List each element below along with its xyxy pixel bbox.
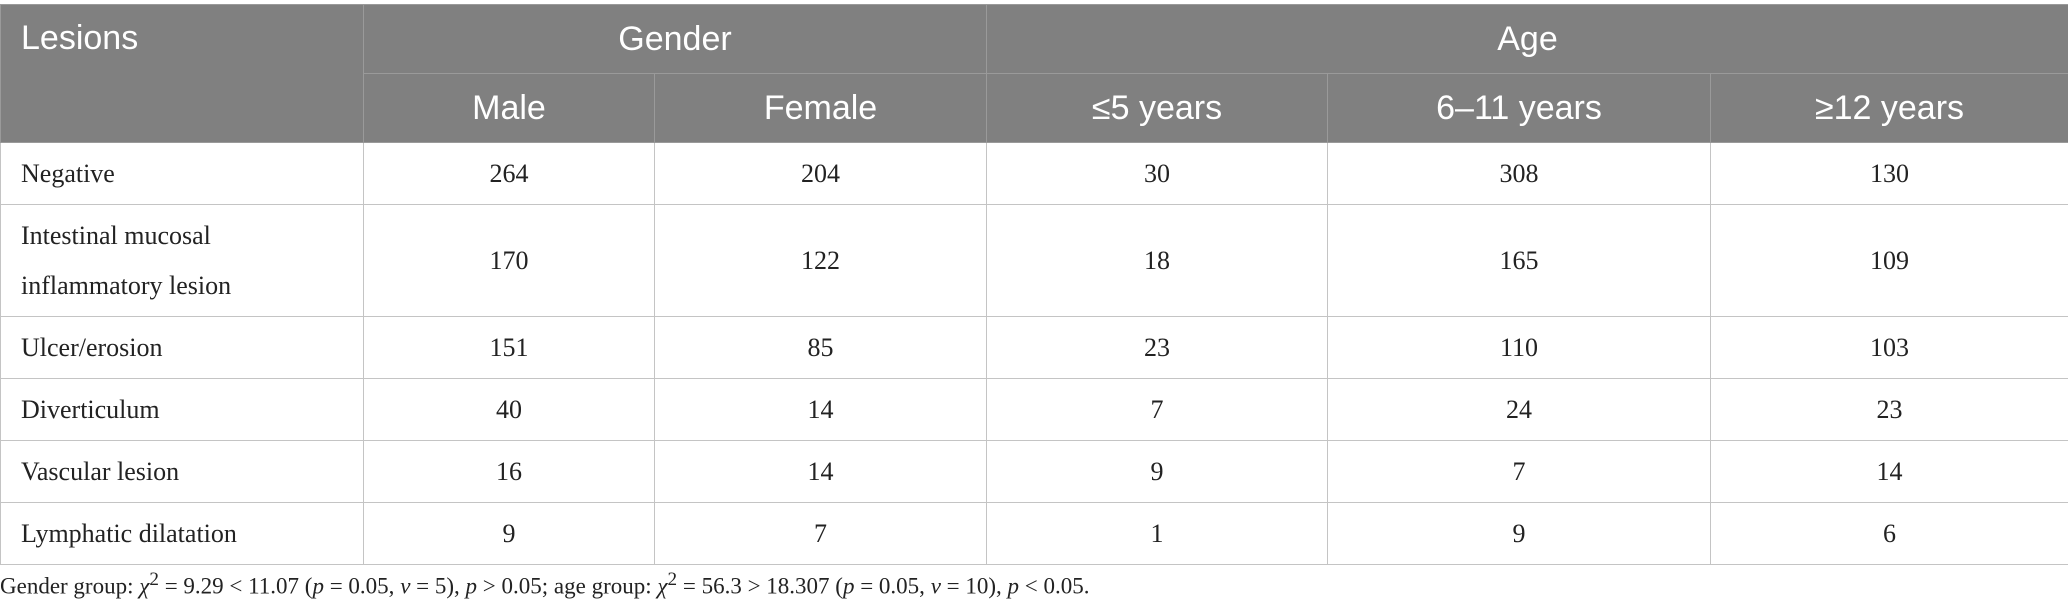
header-lesions: Lesions (0, 4, 364, 143)
cell-male: 170 (363, 204, 655, 317)
footnote-gender-result: > 0.05; (477, 573, 554, 599)
row-label: Diverticulum (0, 378, 364, 441)
cell-female: 7 (654, 502, 987, 565)
table-row: Intestinal mucosal inflammatory lesion 1… (0, 204, 2068, 317)
footnote-nu-symbol: ν (400, 573, 411, 599)
cell-age-ge12: 14 (1710, 440, 2068, 503)
row-label: Ulcer/erosion (0, 316, 364, 379)
cell-female: 14 (654, 378, 987, 441)
cell-male: 40 (363, 378, 655, 441)
footnote-p-symbol: p (465, 573, 478, 599)
cell-age-ge12: 109 (1710, 204, 2068, 317)
cell-age-le5: 23 (986, 316, 1328, 379)
footnote-gender-prefix: Gender group: (0, 573, 140, 599)
cell-age-6-11: 165 (1327, 204, 1711, 317)
cell-female: 85 (654, 316, 987, 379)
footnote-nu-symbol: ν (930, 573, 941, 599)
cell-male: 16 (363, 440, 655, 503)
footnote-age-mid: = 0.05, (854, 573, 931, 599)
cell-age-ge12: 103 (1710, 316, 2068, 379)
header-age: Age (986, 4, 2068, 74)
cell-age-ge12: 23 (1710, 378, 2068, 441)
footnote-chi-symbol: χ (139, 573, 150, 599)
cell-female: 122 (654, 204, 987, 317)
footnote-p-symbol: p (842, 573, 855, 599)
cell-age-6-11: 24 (1327, 378, 1711, 441)
header-male: Male (363, 73, 655, 143)
cell-age-ge12: 130 (1710, 142, 2068, 205)
cell-male: 151 (363, 316, 655, 379)
table-row: Lymphatic dilatation 9 7 1 9 6 (0, 502, 2068, 565)
table-container: Lesions Gender Age Male Female ≤5 years … (0, 4, 2068, 565)
cell-age-le5: 7 (986, 378, 1328, 441)
table-row: Negative 264 204 30 308 130 (0, 142, 2068, 205)
cell-age-ge12: 6 (1710, 502, 2068, 565)
cell-female: 14 (654, 440, 987, 503)
header-female: Female (654, 73, 987, 143)
cell-age-le5: 30 (986, 142, 1328, 205)
row-label: Intestinal mucosal inflammatory lesion (0, 204, 364, 317)
header-gender: Gender (363, 4, 987, 74)
footnote-superscript: 2 (149, 569, 159, 590)
cell-age-6-11: 7 (1327, 440, 1711, 503)
row-label: Lymphatic dilatation (0, 502, 364, 565)
header-age-6-11: 6–11 years (1327, 73, 1711, 143)
cell-female: 204 (654, 142, 987, 205)
cell-age-le5: 1 (986, 502, 1328, 565)
cell-age-le5: 18 (986, 204, 1328, 317)
lesions-table: Lesions Gender Age Male Female ≤5 years … (0, 4, 2068, 565)
footnote-age-expr: = 56.3 > 18.307 ( (677, 573, 843, 599)
footnote-age-result: < 0.05. (1019, 573, 1090, 599)
header-age-ge12: ≥12 years (1710, 73, 2068, 143)
footnote-p-symbol: p (1007, 573, 1020, 599)
header-age-le5: ≤5 years (986, 73, 1328, 143)
row-label: Negative (0, 142, 364, 205)
row-label: Vascular lesion (0, 440, 364, 503)
cell-male: 264 (363, 142, 655, 205)
footnote-chi-symbol: χ (657, 573, 668, 599)
cell-age-6-11: 308 (1327, 142, 1711, 205)
cell-male: 9 (363, 502, 655, 565)
footnote-superscript: 2 (667, 569, 678, 590)
footnote-gender-df: = 5), (410, 573, 466, 599)
table-row: Ulcer/erosion 151 85 23 110 103 (0, 316, 2068, 379)
footnote-p-symbol: p (312, 573, 324, 599)
footnote-gender-expr: = 9.29 < 11.07 ( (158, 573, 313, 599)
cell-age-6-11: 110 (1327, 316, 1711, 379)
footnote-gender-mid: = 0.05, (323, 573, 401, 599)
cell-age-6-11: 9 (1327, 502, 1711, 565)
table-row: Diverticulum 40 14 7 24 23 (0, 378, 2068, 441)
table-row: Vascular lesion 16 14 9 7 14 (0, 440, 2068, 503)
footnote-age-df: = 10), (940, 573, 1008, 599)
row-label-text: Intestinal mucosal inflammatory lesion (21, 220, 232, 300)
table-footnote: Gender group: χ2 = 9.29 < 11.07 (p = 0.0… (0, 569, 1090, 600)
footnote-age-prefix: age group: (553, 573, 658, 599)
cell-age-le5: 9 (986, 440, 1328, 503)
